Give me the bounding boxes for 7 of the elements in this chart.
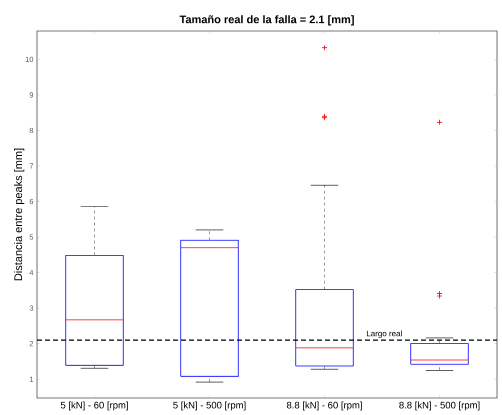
x-tick-label: 8.8 [kN] - 500 [rpm] bbox=[399, 402, 480, 410]
chart-title: Tamaño real de la falla = 2.1 [mm] bbox=[180, 15, 354, 26]
x-tick-label: 5 [kN] - 60 [rpm] bbox=[60, 402, 128, 410]
x-tick-label: 8.8 [kN] - 60 [rpm] bbox=[286, 402, 362, 410]
ref-line-label: Largo real bbox=[366, 330, 402, 338]
x-tick-label: 5 [kN] - 500 [rpm] bbox=[173, 402, 246, 410]
y-axis-title: Distancia entre peaks [mm] bbox=[14, 148, 24, 280]
